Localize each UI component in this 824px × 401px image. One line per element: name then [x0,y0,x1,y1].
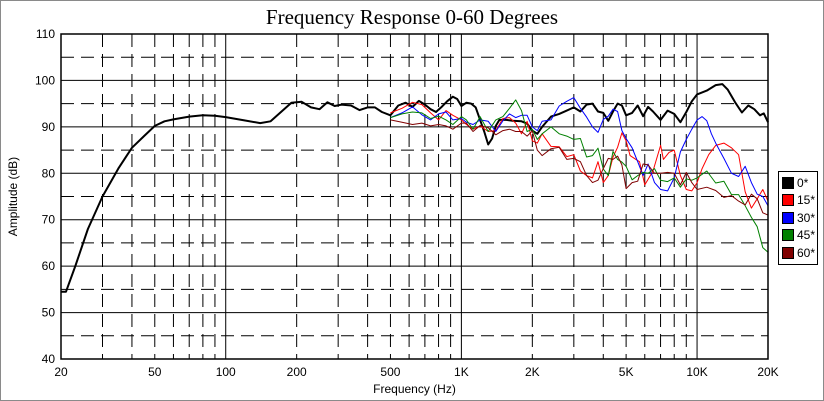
x-tick-label: 20 [54,365,68,379]
legend-swatch [782,246,794,259]
series-line-2 [390,97,769,207]
y-tick-label: 100 [35,73,55,87]
y-tick-label: 40 [42,352,56,366]
plot-border [60,33,769,360]
x-tick-label: 5K [619,365,634,379]
x-axis-label: Frequency (Hz) [373,382,456,396]
legend-label: 45* [797,228,816,243]
x-tick-label: 200 [287,365,307,379]
legend-entry: 30* [782,209,817,227]
y-tick-label: 80 [42,166,56,180]
legend-swatch [782,176,794,189]
x-tick-label: 500 [380,365,400,379]
legend-swatch [782,229,794,242]
x-tick-label: 50 [148,365,162,379]
series-line-1 [390,101,769,209]
y-tick-label: 60 [42,259,56,273]
y-tick-label: 90 [42,120,56,134]
x-tick-label: 10K [686,365,707,379]
legend-swatch [782,211,794,224]
y-axis-label: Amplitude (dB) [6,157,20,236]
series-line-0 [61,83,769,293]
legend-entry: 45* [782,227,817,245]
y-tick-label: 70 [42,213,56,227]
y-tick-label: 50 [42,306,56,320]
legend-entry: 0* [782,174,817,192]
series-line-3 [390,99,769,253]
chart-title: Frequency Response 0-60 Degrees [265,5,559,29]
legend-label: 30* [797,210,816,225]
x-tick-label: 100 [216,365,236,379]
x-tick-label: 20K [757,365,778,379]
legend-entry: 60* [782,244,817,262]
legend-entry: 15* [782,192,817,210]
y-tick-label: 110 [36,27,55,41]
legend-label: 0* [797,175,809,190]
x-tick-label: 2K [525,365,540,379]
legend-label: 60* [797,245,816,260]
x-tick-label: 1K [454,365,469,379]
series-line-4 [390,119,769,216]
legend-label: 15* [797,193,816,208]
legend: 0* 15* 30* 45* 60* [778,171,818,265]
legend-swatch [782,194,794,207]
